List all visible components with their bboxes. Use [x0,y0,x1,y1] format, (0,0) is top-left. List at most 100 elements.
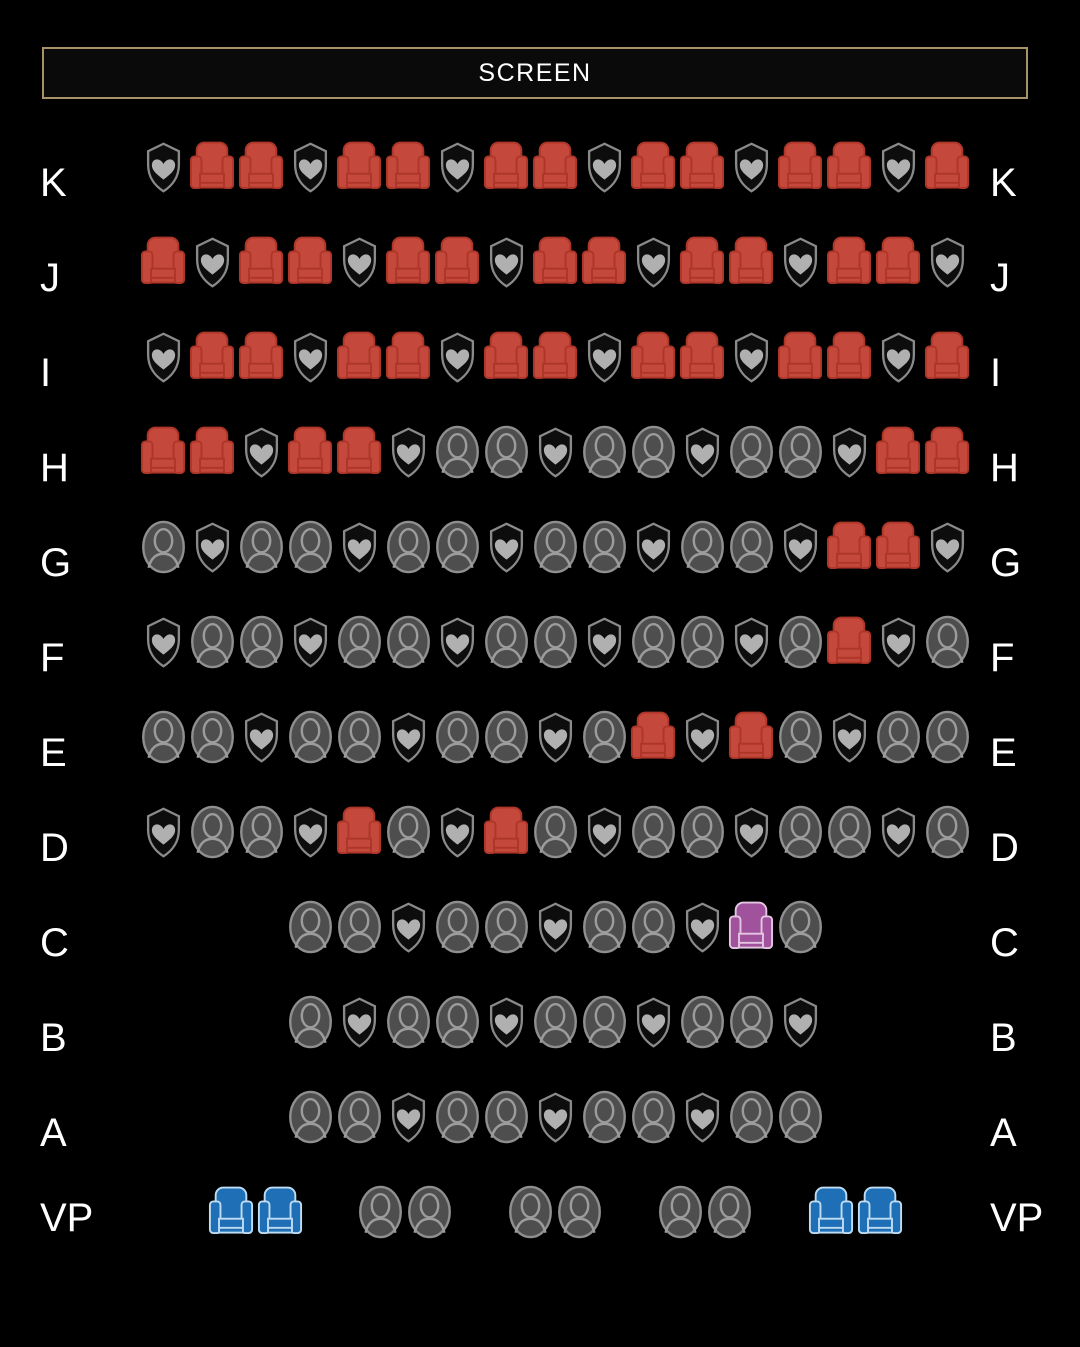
chair-icon [857,1186,902,1235]
seat-available[interactable] [923,425,972,479]
shield-heart-icon [685,901,719,953]
seat-available[interactable] [188,140,237,194]
seat-accessible[interactable] [206,1185,255,1239]
seat-distancing-shield [678,1090,727,1144]
seat-available[interactable] [923,330,972,384]
seat-distancing-shield [139,330,188,384]
seat-available[interactable] [825,615,874,669]
seat-available[interactable] [629,330,678,384]
seat-available[interactable] [825,330,874,384]
screen-banner: SCREEN [42,47,1028,99]
seat-available[interactable] [188,425,237,479]
seat-accessible[interactable] [255,1185,304,1239]
seat-available[interactable] [531,235,580,289]
seat-available[interactable] [678,235,727,289]
seat-available[interactable] [874,425,923,479]
seat-available[interactable] [482,140,531,194]
seat-distancing-shield [286,805,335,859]
seat-available[interactable] [727,235,776,289]
seat-occupied [335,615,384,669]
row-label-left-e: E [40,731,67,775]
seat-available[interactable] [237,330,286,384]
seat-available[interactable] [335,805,384,859]
person-icon [509,1185,552,1239]
chair-icon [336,806,382,855]
seat-available[interactable] [384,140,433,194]
seat-distancing-shield [237,425,286,479]
seat-occupied [335,710,384,764]
seat-available[interactable] [531,140,580,194]
seat-available[interactable] [678,330,727,384]
seat-available[interactable] [825,140,874,194]
seat-available[interactable] [335,330,384,384]
seat-distancing-shield [776,520,825,574]
seat-available[interactable] [286,235,335,289]
person-icon [582,900,626,954]
person-icon [778,900,822,954]
seat-available[interactable] [678,140,727,194]
seat-available[interactable] [482,805,531,859]
shield-heart-icon [685,426,719,478]
row-label-right-c: C [990,921,1019,965]
seat-available[interactable] [825,520,874,574]
seat-available[interactable] [139,425,188,479]
shield-heart-icon [734,331,768,383]
row-label-left-vp: VP [40,1196,94,1240]
row-label-right-j: J [990,256,1010,300]
person-icon [386,615,430,669]
seat-available[interactable] [188,330,237,384]
person-icon [288,995,332,1049]
row-label-left-c: C [40,921,69,965]
seat-available[interactable] [286,425,335,479]
seat-available[interactable] [384,235,433,289]
shield-heart-icon [440,141,474,193]
chair-icon [140,236,186,285]
seat-available[interactable] [776,140,825,194]
seat-distancing-shield [874,330,923,384]
chair-icon [777,331,823,380]
seat-available[interactable] [531,330,580,384]
chair-icon [875,236,921,285]
person-icon [827,805,871,859]
row-label-left-j: J [40,256,60,300]
seat-occupied [629,425,678,479]
seat-available[interactable] [874,235,923,289]
seat-available[interactable] [139,235,188,289]
person-icon [729,520,773,574]
person-icon [582,520,626,574]
seat-distancing-shield [237,710,286,764]
seat-available[interactable] [874,520,923,574]
seat-available[interactable] [335,140,384,194]
seat-available[interactable] [776,330,825,384]
seat-available[interactable] [237,140,286,194]
person-icon [582,1090,626,1144]
seat-available[interactable] [629,140,678,194]
seat-available[interactable] [384,330,433,384]
person-icon [680,805,724,859]
seat-available[interactable] [923,140,972,194]
seat-occupied [678,805,727,859]
seat-available[interactable] [237,235,286,289]
seat-distancing-shield [678,900,727,954]
seat-available[interactable] [629,710,678,764]
seat-accessible[interactable] [806,1185,855,1239]
seat-available[interactable] [482,330,531,384]
seat-available[interactable] [580,235,629,289]
shield-heart-icon [881,141,915,193]
seat-available[interactable] [825,235,874,289]
seat-occupied [139,710,188,764]
person-icon [190,615,234,669]
person-icon [631,805,675,859]
seat-available[interactable] [727,710,776,764]
seat-available[interactable] [433,235,482,289]
seat-selected[interactable] [727,900,776,954]
person-icon [359,1185,402,1239]
person-icon [386,995,430,1049]
shield-heart-icon [587,616,621,668]
shield-heart-icon [832,426,866,478]
person-icon [435,425,479,479]
seat-available[interactable] [335,425,384,479]
seat-accessible[interactable] [855,1185,904,1239]
seat-occupied [506,1185,555,1239]
chair-icon [630,711,676,760]
